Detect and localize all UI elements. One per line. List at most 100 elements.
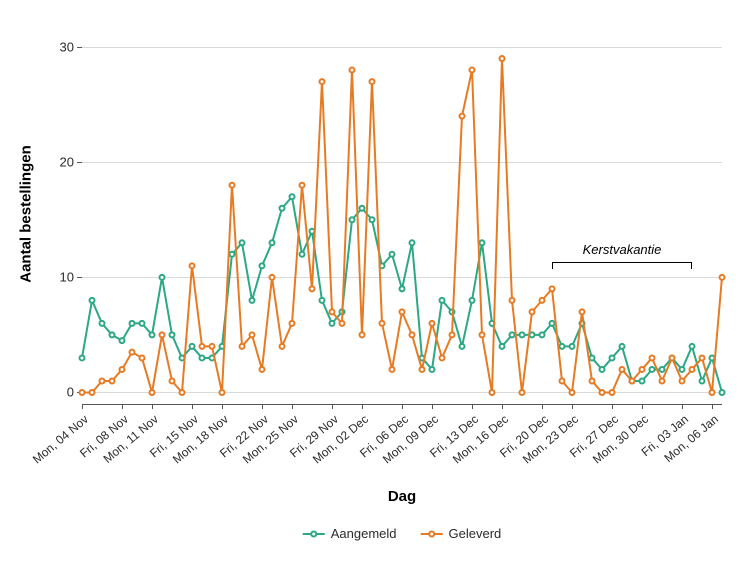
series-marker [230,252,235,257]
series-marker [170,332,175,337]
series-marker [310,286,315,291]
series-marker [650,367,655,372]
series-marker [100,321,105,326]
series-marker [130,350,135,355]
x-tick-mark [152,404,153,409]
series-marker [340,321,345,326]
series-marker [210,344,215,349]
series-marker [560,378,565,383]
series-marker [450,332,455,337]
series-marker [680,367,685,372]
series-marker [650,355,655,360]
series-marker [220,390,225,395]
legend-label: Aangemeld [331,526,397,541]
series-marker [520,332,525,337]
plot-area: 0102030Mon, 04 NovFri, 08 NovMon, 11 Nov… [82,24,722,404]
annotation-bracket [552,262,692,263]
series-marker [330,321,335,326]
x-tick-mark [472,404,473,409]
x-tick-mark [292,404,293,409]
legend: Aangemeld Geleverd [303,526,502,541]
series-marker [370,217,375,222]
series-marker [490,390,495,395]
series-marker [300,183,305,188]
series-marker [200,355,205,360]
series-marker [620,344,625,349]
series-marker [140,321,145,326]
series-marker [600,390,605,395]
series-marker [400,286,405,291]
series-marker [480,240,485,245]
x-tick-mark [642,404,643,409]
series-marker [260,263,265,268]
series-marker [270,240,275,245]
series-marker [680,378,685,383]
series-marker [150,390,155,395]
series-marker [550,321,555,326]
annotation-label: Kerstvakantie [583,242,662,257]
series-marker [400,309,405,314]
series-marker [380,321,385,326]
series-marker [640,367,645,372]
series-marker [260,367,265,372]
series-marker [330,309,335,314]
series-marker [180,390,185,395]
x-tick-mark [82,404,83,409]
x-tick-mark [682,404,683,409]
series-marker [140,355,145,360]
series-marker [360,206,365,211]
series-marker [470,298,475,303]
series-marker [430,367,435,372]
series-marker [250,298,255,303]
series-marker [100,378,105,383]
series-marker [280,344,285,349]
series-marker [510,298,515,303]
series-marker [720,275,725,280]
series-marker [350,217,355,222]
series-marker [700,378,705,383]
legend-item: Aangemeld [303,526,397,541]
series-marker [670,355,675,360]
legend-item: Geleverd [421,526,502,541]
series-marker [580,309,585,314]
series-svg [82,24,722,404]
series-marker [510,332,515,337]
series-marker [690,344,695,349]
series-marker [280,206,285,211]
series-marker [480,332,485,337]
series-marker [80,355,85,360]
series-marker [590,378,595,383]
series-marker [190,344,195,349]
series-marker [370,79,375,84]
legend-swatch [421,528,443,540]
series-marker [190,263,195,268]
x-tick-mark [712,404,713,409]
series-marker [460,114,465,119]
series-marker [440,355,445,360]
series-marker [660,378,665,383]
x-tick-mark [332,404,333,409]
x-tick-mark [542,404,543,409]
series-marker [170,378,175,383]
series-marker [440,298,445,303]
series-marker [290,321,295,326]
series-marker [570,344,575,349]
series-marker [500,56,505,61]
x-tick-mark [122,404,123,409]
series-marker [250,332,255,337]
series-marker [590,355,595,360]
series-marker [300,252,305,257]
legend-swatch [303,528,325,540]
x-tick-mark [362,404,363,409]
series-marker [570,390,575,395]
series-marker [120,338,125,343]
x-tick-mark [502,404,503,409]
x-tick-mark [432,404,433,409]
series-marker [390,367,395,372]
series-marker [130,321,135,326]
series-marker [160,275,165,280]
y-axis-title: Aantal bestellingen [18,145,35,283]
series-marker [610,355,615,360]
series-marker [410,332,415,337]
x-tick-mark [612,404,613,409]
